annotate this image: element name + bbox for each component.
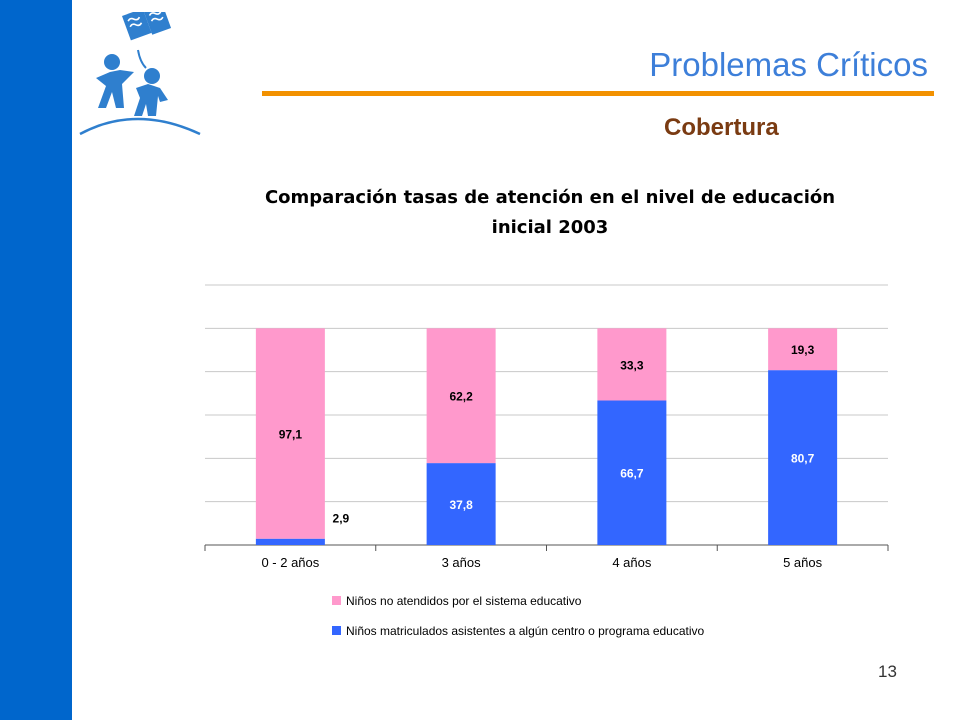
logo <box>79 12 201 136</box>
legend-label: Niños matriculados asistentes a algún ce… <box>346 624 705 638</box>
title-underline <box>262 91 934 96</box>
legend-swatch <box>332 596 341 605</box>
x-tick-label: 3 años <box>442 555 482 570</box>
data-label: 2,9 <box>333 512 350 526</box>
bar-segment-enrolled <box>426 463 496 545</box>
x-tick-label: 5 años <box>783 555 823 570</box>
chart-title-line: Comparación tasas de atención en el nive… <box>265 187 835 208</box>
bar-segment-not-served <box>255 328 325 539</box>
chart-title-line: inicial 2003 <box>492 217 609 238</box>
x-tick-label: 4 años <box>612 555 652 570</box>
data-label: 37,8 <box>449 498 473 512</box>
data-label: 66,7 <box>620 467 644 481</box>
legend-swatch <box>332 626 341 635</box>
slide-subtitle: Cobertura <box>664 114 779 141</box>
side-bar <box>0 0 72 720</box>
bar-segment-not-served <box>768 328 838 371</box>
stacked-bar-chart: Comparación tasas de atención en el nive… <box>204 187 889 638</box>
bar-segment-not-served <box>597 328 667 401</box>
data-label: 80,7 <box>791 452 815 466</box>
data-label: 62,2 <box>449 390 473 404</box>
legend-label: Niños no atendidos por el sistema educat… <box>346 594 582 608</box>
slide-title: Problemas Críticos <box>649 46 928 83</box>
bar-segment-not-served <box>426 328 496 464</box>
x-tick-label: 0 - 2 años <box>261 555 319 570</box>
bar-segment-enrolled <box>597 400 667 545</box>
page-number: 13 <box>878 662 897 681</box>
bar-segment-enrolled <box>255 538 325 545</box>
data-label: 33,3 <box>620 358 644 372</box>
bar-segment-enrolled <box>768 370 838 545</box>
data-label: 19,3 <box>791 343 815 357</box>
data-label: 97,1 <box>279 428 303 442</box>
